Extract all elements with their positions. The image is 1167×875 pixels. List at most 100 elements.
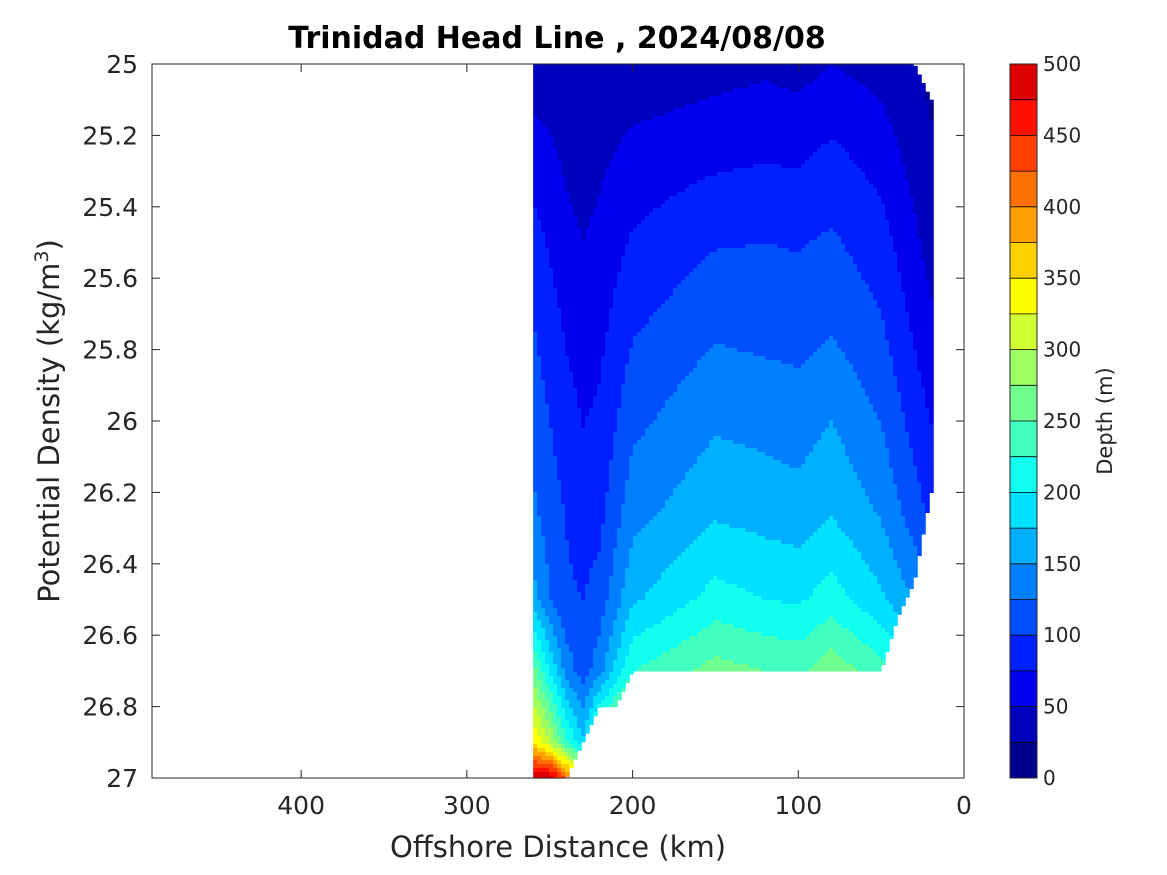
contour-cell bbox=[545, 312, 550, 317]
contour-cell bbox=[605, 204, 610, 209]
contour-cell bbox=[557, 76, 562, 81]
contour-cell bbox=[541, 708, 546, 713]
contour-cell bbox=[585, 492, 590, 497]
contour-cell bbox=[565, 660, 570, 665]
contour-cell bbox=[625, 168, 630, 173]
contour-cell bbox=[573, 744, 578, 749]
contour-cell bbox=[541, 644, 546, 649]
contour-cell bbox=[561, 528, 566, 533]
contour-cell bbox=[537, 136, 542, 141]
contour-cell bbox=[649, 456, 654, 461]
contour-cell bbox=[549, 212, 554, 217]
contour-cell bbox=[545, 664, 550, 669]
contour-cell bbox=[557, 72, 562, 77]
contour-cell bbox=[585, 556, 590, 561]
contour-cell bbox=[633, 192, 638, 197]
contour-cell bbox=[601, 272, 606, 277]
contour-cell bbox=[549, 352, 554, 357]
contour-cell bbox=[589, 392, 594, 397]
contour-cell bbox=[609, 604, 614, 609]
contour-cell bbox=[577, 424, 582, 429]
contour-cell bbox=[581, 328, 586, 333]
contour-cell bbox=[545, 752, 550, 757]
contour-cell bbox=[577, 432, 582, 437]
contour-cell bbox=[633, 356, 638, 361]
contour-cell bbox=[641, 456, 646, 461]
contour-cell bbox=[557, 108, 562, 113]
contour-cell bbox=[645, 236, 650, 241]
contour-cell bbox=[613, 128, 618, 133]
contour-cell bbox=[565, 500, 570, 505]
contour-cell bbox=[625, 516, 630, 521]
contour-cell bbox=[625, 528, 630, 533]
contour-cell bbox=[573, 604, 578, 609]
contour-cell bbox=[549, 432, 554, 437]
contour-cell bbox=[637, 560, 642, 565]
contour-cell bbox=[641, 580, 646, 585]
contour-cell bbox=[577, 188, 582, 193]
contour-cell bbox=[625, 280, 630, 285]
contour-cell bbox=[565, 192, 570, 197]
contour-cell bbox=[637, 204, 642, 209]
contour-cell bbox=[601, 592, 606, 597]
contour-cell bbox=[589, 164, 594, 169]
contour-cell bbox=[649, 492, 654, 497]
contour-cell bbox=[605, 244, 610, 249]
contour-cell bbox=[541, 736, 546, 741]
contour-cell bbox=[553, 236, 558, 241]
contour-cell bbox=[573, 740, 578, 745]
contour-cell bbox=[609, 240, 614, 245]
contour-cell bbox=[597, 144, 602, 149]
contour-cell bbox=[637, 588, 642, 593]
contour-cell bbox=[601, 224, 606, 229]
contour-cell bbox=[545, 600, 550, 605]
contour-cell bbox=[605, 484, 610, 489]
contour-cell bbox=[545, 500, 550, 505]
contour-cell bbox=[625, 564, 630, 569]
contour-cell bbox=[645, 340, 650, 345]
contour-cell bbox=[557, 332, 562, 337]
contour-cell bbox=[549, 388, 554, 393]
contour-cell bbox=[541, 272, 546, 277]
contour-cell bbox=[637, 468, 642, 473]
contour-cell bbox=[549, 132, 554, 137]
contour-cell bbox=[625, 668, 630, 673]
contour-cell bbox=[617, 448, 622, 453]
contour-cell bbox=[533, 216, 538, 221]
contour-cell bbox=[541, 136, 546, 141]
contour-cell bbox=[621, 432, 626, 437]
contour-cell bbox=[557, 216, 562, 221]
contour-cell bbox=[569, 408, 574, 413]
contour-cell bbox=[625, 580, 630, 585]
contour-cell bbox=[561, 76, 566, 81]
contour-cell bbox=[569, 432, 574, 437]
contour-cell bbox=[605, 124, 610, 129]
contour-cell bbox=[577, 428, 582, 433]
contour-cell bbox=[633, 256, 638, 261]
contour-cell bbox=[621, 328, 626, 333]
contour-cell bbox=[649, 536, 654, 541]
contour-cell bbox=[569, 436, 574, 441]
contour-cell bbox=[597, 536, 602, 541]
contour-cell bbox=[533, 668, 538, 673]
contour-cell bbox=[601, 448, 606, 453]
contour-cell bbox=[545, 716, 550, 721]
contour-cell bbox=[533, 404, 538, 409]
contour-cell bbox=[573, 228, 578, 233]
contour-cell bbox=[545, 324, 550, 329]
contour-cell bbox=[649, 208, 654, 213]
contour-cell bbox=[617, 668, 622, 673]
contour-cell bbox=[629, 400, 634, 405]
contour-cell bbox=[617, 648, 622, 653]
contour-cell bbox=[613, 204, 618, 209]
contour-cell bbox=[605, 120, 610, 125]
contour-cell bbox=[625, 324, 630, 329]
contour-cell bbox=[609, 548, 614, 553]
contour-cell bbox=[601, 452, 606, 457]
contour-cell bbox=[577, 596, 582, 601]
contour-cell bbox=[625, 608, 630, 613]
contour-cell bbox=[569, 572, 574, 577]
contour-cell bbox=[561, 96, 566, 101]
contour-cell bbox=[565, 72, 570, 77]
contour-cell bbox=[609, 584, 614, 589]
